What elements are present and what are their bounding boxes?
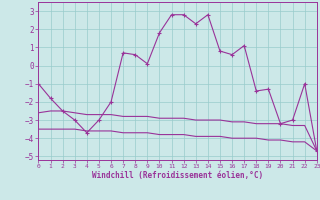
X-axis label: Windchill (Refroidissement éolien,°C): Windchill (Refroidissement éolien,°C) (92, 171, 263, 180)
